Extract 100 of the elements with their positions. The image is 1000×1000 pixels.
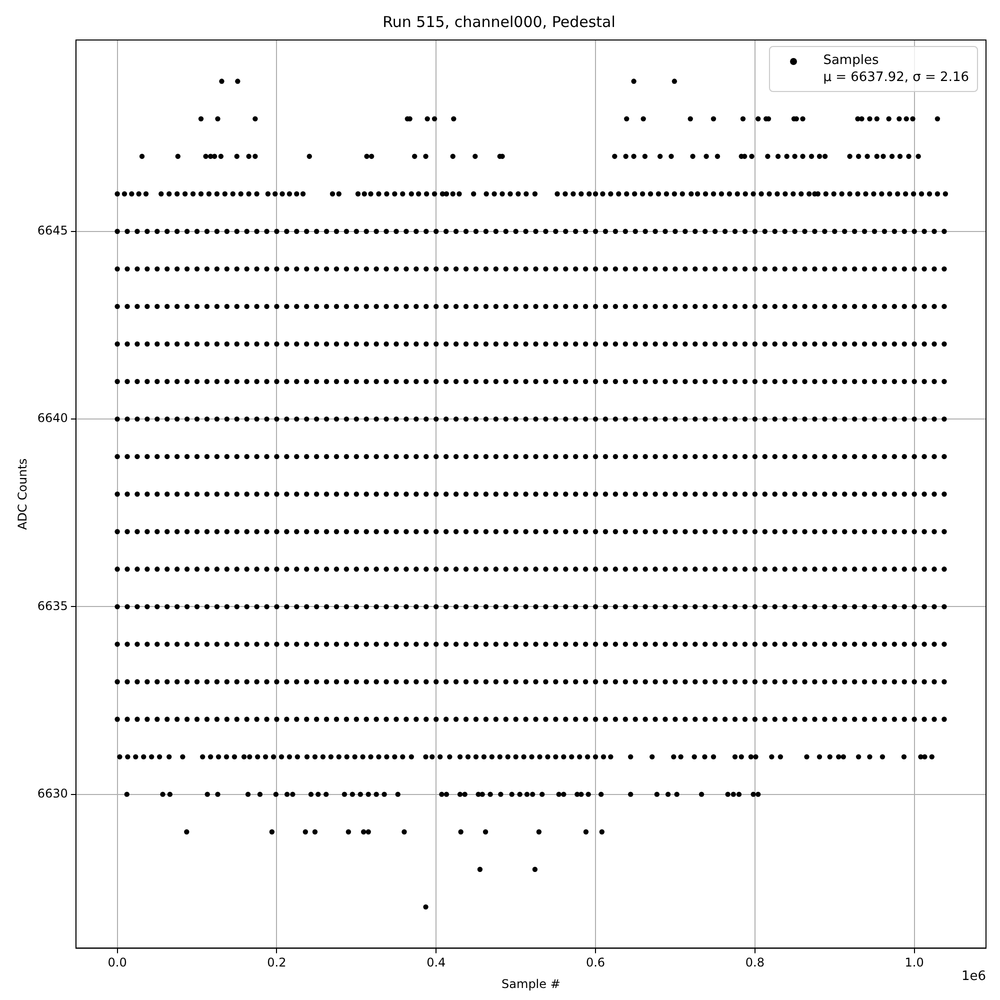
point <box>874 154 880 159</box>
point <box>457 792 463 797</box>
point <box>668 154 674 159</box>
legend-label: Samples μ = 6637.92, σ = 2.16 <box>823 52 969 86</box>
point <box>368 154 374 159</box>
point <box>654 792 660 797</box>
point <box>198 116 204 122</box>
point <box>714 154 720 159</box>
point <box>916 154 921 159</box>
point <box>880 154 886 159</box>
point <box>578 792 584 797</box>
point <box>524 792 530 797</box>
y-tick-label: 6640 <box>37 411 68 426</box>
point <box>725 792 730 797</box>
point <box>816 154 822 159</box>
point <box>167 792 173 797</box>
point <box>631 154 636 159</box>
point <box>423 154 428 159</box>
point <box>631 78 636 84</box>
x-tick-label: 0.2 <box>267 956 286 970</box>
point <box>530 792 536 797</box>
point <box>800 116 806 122</box>
point <box>800 154 806 159</box>
point <box>517 792 522 797</box>
point <box>623 154 628 159</box>
point <box>219 78 224 84</box>
point <box>395 792 400 797</box>
point <box>704 154 709 159</box>
point <box>710 116 716 122</box>
point <box>360 829 366 834</box>
point <box>350 792 356 797</box>
point <box>346 829 352 834</box>
point <box>897 154 903 159</box>
point <box>540 792 545 797</box>
point <box>450 154 456 159</box>
point <box>736 792 742 797</box>
point <box>628 792 634 797</box>
y-tick-label: 6630 <box>37 786 68 800</box>
point <box>784 154 790 159</box>
point <box>859 116 864 122</box>
x-tick-label: 0.8 <box>745 956 764 970</box>
point <box>218 154 224 159</box>
point <box>750 792 756 797</box>
x-tick-label: 0.6 <box>586 956 606 970</box>
point <box>366 829 371 834</box>
point <box>640 116 646 122</box>
y-tick-label: 6645 <box>37 224 68 238</box>
point <box>451 116 456 122</box>
point <box>462 792 468 797</box>
x-tick-label: 1.0 <box>904 956 924 970</box>
point <box>245 792 251 797</box>
point <box>235 78 240 84</box>
point <box>688 116 693 122</box>
point <box>382 792 387 797</box>
point <box>674 792 680 797</box>
point <box>424 116 430 122</box>
point <box>342 792 348 797</box>
point <box>756 116 761 122</box>
point <box>203 154 208 159</box>
point <box>775 154 781 159</box>
y-tick-label: 6635 <box>37 598 68 613</box>
point <box>808 154 814 159</box>
point <box>509 792 514 797</box>
point <box>657 154 663 159</box>
point <box>316 792 321 797</box>
point <box>160 792 166 797</box>
point <box>204 792 210 797</box>
point <box>273 792 279 797</box>
text: 1e6 <box>961 969 986 984</box>
point <box>642 154 648 159</box>
point <box>822 154 828 159</box>
point <box>215 116 220 122</box>
point <box>867 116 872 122</box>
point <box>374 792 379 797</box>
point <box>444 792 450 797</box>
point <box>599 829 605 834</box>
point <box>498 792 504 797</box>
point <box>856 154 862 159</box>
point <box>477 866 483 872</box>
point <box>306 154 312 159</box>
point <box>612 154 618 159</box>
point <box>792 154 798 159</box>
point <box>910 116 916 122</box>
point <box>246 154 252 159</box>
point <box>934 116 940 122</box>
point <box>139 154 145 159</box>
point <box>889 154 895 159</box>
point <box>532 866 538 872</box>
point <box>215 792 220 797</box>
point <box>175 154 180 159</box>
point <box>324 792 329 797</box>
point <box>269 829 275 834</box>
point <box>423 904 428 910</box>
point <box>749 154 754 159</box>
point <box>765 154 770 159</box>
point <box>886 116 892 122</box>
point <box>458 829 464 834</box>
point <box>366 792 371 797</box>
point <box>690 154 696 159</box>
point <box>740 116 746 122</box>
